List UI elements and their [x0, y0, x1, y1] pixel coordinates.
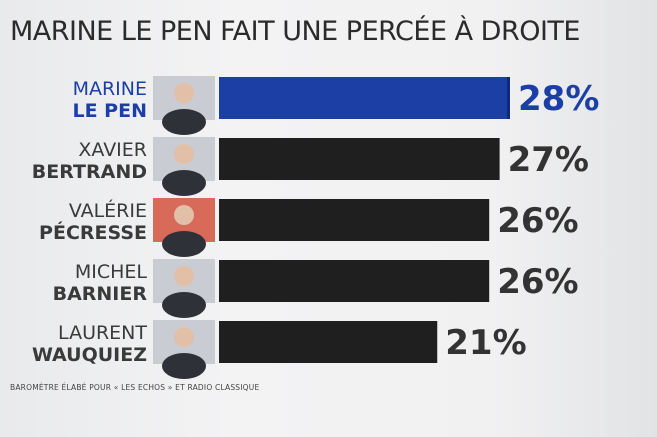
- bar-edge: [507, 77, 510, 119]
- candidate-last-name: LE PEN: [72, 100, 147, 122]
- chart-title: MARINE LE PEN FAIT UNE PERCÉE À DROITE: [10, 16, 580, 47]
- candidate-first-name: LAURENT: [58, 322, 147, 344]
- candidate-portrait-icon: [153, 137, 215, 196]
- candidate-portrait-icon: [153, 259, 215, 318]
- candidate-last-name: BARNIER: [53, 283, 148, 305]
- candidate-last-name: PÉCRESSE: [39, 221, 147, 244]
- candidate-last-name: WAUQUIEZ: [32, 344, 147, 366]
- candidate-first-name: XAVIER: [78, 139, 147, 161]
- bar-value-label: 26%: [497, 201, 578, 241]
- candidate-portrait-icon: [153, 76, 215, 135]
- bar: [219, 199, 490, 241]
- candidate-first-name: VALÉRIE: [69, 199, 147, 222]
- candidate-first-name: MARINE: [73, 78, 147, 100]
- bar: [219, 138, 500, 180]
- candidate-last-name: BERTRAND: [32, 161, 147, 183]
- candidate-first-name: MICHEL: [75, 261, 148, 283]
- bar-value-label: 27%: [508, 140, 589, 180]
- bar-value-label: 26%: [497, 262, 578, 302]
- bar: [219, 321, 438, 363]
- bar: [219, 77, 510, 119]
- bar-value-label: 28%: [518, 79, 599, 119]
- candidate-portrait-icon: [153, 320, 215, 379]
- bar: [219, 260, 490, 302]
- bar-value-label: 21%: [445, 323, 526, 363]
- candidate-portrait-icon: [153, 198, 215, 257]
- source-note: BAROMÈTRE ÉLABÉ POUR « LES ECHOS » ET RA…: [10, 383, 260, 392]
